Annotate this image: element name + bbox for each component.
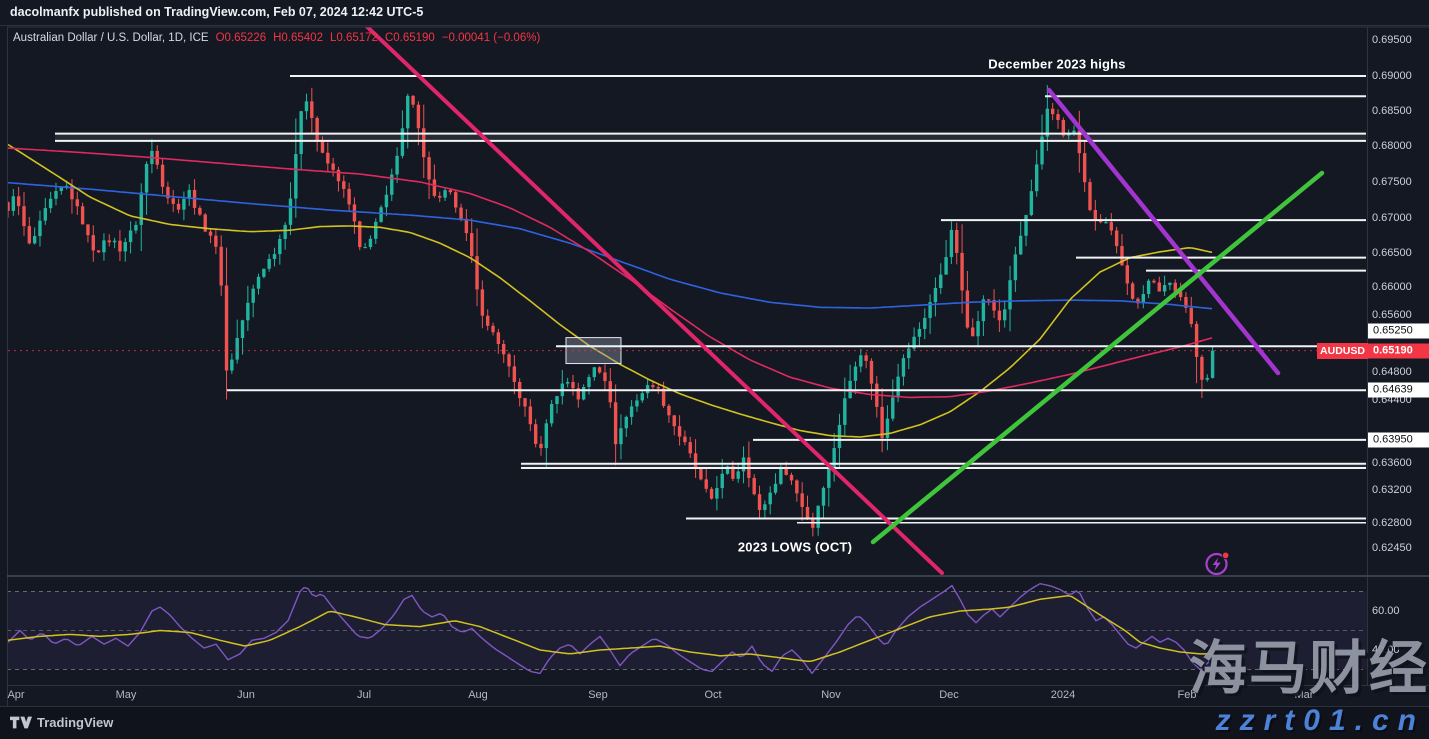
ohlc-change: −0.00041 (−0.06%) bbox=[441, 32, 541, 44]
price-badge: 0.65190 bbox=[1368, 343, 1429, 359]
time-axis-label: Jun bbox=[237, 689, 255, 701]
price-axis-label: 0.64800 bbox=[1372, 366, 1412, 378]
watermark-chinese: 海马财经 bbox=[1188, 636, 1429, 701]
ohlc-close: C0.65190 bbox=[384, 32, 435, 44]
footer-bar: TradingView bbox=[0, 706, 1429, 739]
symbol-price-tag: AUDUSD bbox=[1317, 342, 1368, 359]
price-axis-label: 0.63200 bbox=[1372, 484, 1412, 496]
time-axis-label: Jul bbox=[356, 689, 372, 701]
tradingview-brand[interactable]: TradingView bbox=[37, 715, 114, 730]
watermark-url: zzrt01.cn bbox=[1215, 704, 1425, 737]
price-axis-label: 0.62800 bbox=[1372, 517, 1412, 529]
time-axis-label: Nov bbox=[821, 689, 841, 701]
price-badge: 0.64639 bbox=[1368, 382, 1429, 398]
time-axis-label: 2024 bbox=[1050, 689, 1076, 701]
published-bar: dacolmanfx published on TradingView.com,… bbox=[0, 0, 1429, 26]
time-axis-label: Apr bbox=[7, 689, 25, 701]
time-axis-label: May bbox=[115, 689, 137, 701]
price-axis-label: 0.67000 bbox=[1372, 212, 1412, 224]
time-axis-label: Aug bbox=[468, 689, 488, 701]
price-axis-label: 0.66000 bbox=[1372, 281, 1412, 293]
price-axis-label: 0.68500 bbox=[1372, 105, 1412, 117]
ohlc-high: H0.65402 bbox=[273, 32, 323, 44]
time-axis-label: Dec bbox=[939, 689, 959, 701]
flash-icon bbox=[1205, 551, 1230, 576]
time-axis-label: Mar bbox=[1294, 689, 1314, 701]
published-line: dacolmanfx published on TradingView.com,… bbox=[10, 5, 424, 19]
time-axis-label: Oct bbox=[704, 689, 722, 701]
symbol-legend: Australian Dollar / U.S. Dollar, 1D, ICE… bbox=[13, 32, 540, 44]
time-axis-label: Feb bbox=[1177, 689, 1197, 701]
price-axis-label: 0.62450 bbox=[1372, 542, 1412, 554]
annotation-december-2023-highs: December 2023 highs bbox=[988, 56, 1126, 72]
annotation-2023-lows-oct: 2023 LOWS (OCT) bbox=[737, 539, 853, 555]
price-axis-label: 0.67500 bbox=[1372, 176, 1412, 188]
tradingview-logo-icon bbox=[10, 716, 32, 729]
price-axis-label: 0.63600 bbox=[1372, 457, 1412, 469]
time-axis-label: Sep bbox=[588, 689, 608, 701]
price-badge: 0.63950 bbox=[1368, 432, 1429, 448]
symbol-title[interactable]: Australian Dollar / U.S. Dollar, 1D, ICE bbox=[13, 32, 209, 44]
price-axis-label: 0.65600 bbox=[1372, 309, 1412, 321]
price-badge: 0.65250 bbox=[1368, 323, 1429, 339]
ohlc-low: L0.65172 bbox=[329, 32, 378, 44]
ohlc-open: O0.65226 bbox=[215, 32, 267, 44]
rsi-axis-label: 40.00 bbox=[1372, 644, 1400, 656]
price-axis-label: 0.69000 bbox=[1372, 70, 1412, 82]
price-axis-label: 0.66500 bbox=[1372, 247, 1412, 259]
price-axis-label: 0.69500 bbox=[1372, 34, 1412, 46]
rsi-axis-label: 60.00 bbox=[1372, 605, 1400, 617]
price-axis-label: 0.68000 bbox=[1372, 140, 1412, 152]
